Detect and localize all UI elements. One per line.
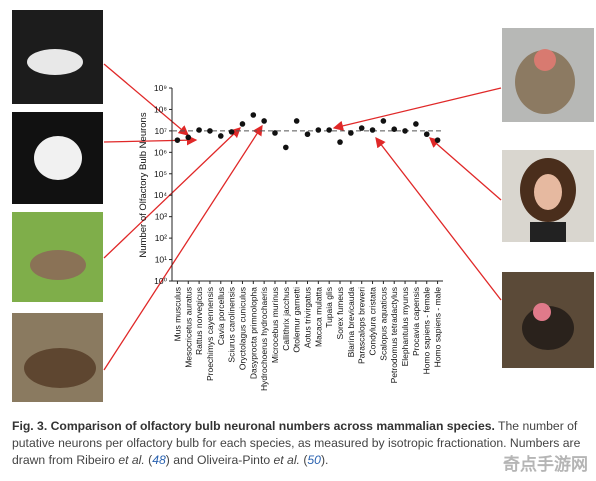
point bbox=[261, 118, 267, 124]
x-tick-label: Condylura cristata bbox=[368, 287, 378, 356]
x-tick-label: Parascalops breweri bbox=[357, 287, 367, 364]
point bbox=[250, 112, 257, 118]
caption-part: ( bbox=[299, 453, 308, 467]
caption: Fig. 3. Comparison of olfactory bulb neu… bbox=[12, 418, 588, 469]
point bbox=[293, 118, 300, 124]
point bbox=[413, 121, 419, 127]
caption-part: ) and Oliveira-Pinto bbox=[165, 453, 274, 467]
x-tick-label: Elephantulus myurus bbox=[400, 287, 410, 366]
x-tick-label: Sorex fumeus bbox=[335, 287, 345, 339]
monkey-face bbox=[534, 49, 556, 71]
point bbox=[304, 131, 311, 138]
arrow bbox=[103, 124, 263, 371]
x-tick-label: Microcebus murinus bbox=[270, 287, 280, 363]
mouse-body bbox=[27, 49, 83, 75]
arrow bbox=[103, 63, 189, 136]
caption-part: et al. bbox=[118, 453, 145, 467]
point bbox=[207, 128, 213, 134]
watermark: 奇点手游网 bbox=[503, 455, 588, 474]
point bbox=[174, 137, 181, 143]
caption-part: The number of putative neurons per olfac… bbox=[12, 419, 581, 467]
point bbox=[239, 121, 246, 127]
woman-face bbox=[534, 174, 562, 210]
rabbit-body bbox=[30, 250, 86, 280]
point bbox=[326, 127, 332, 133]
x-tick-label: Petrodomus tetradactylus bbox=[389, 287, 399, 383]
arrow bbox=[332, 87, 502, 131]
y-axis-label: Number of Olfactory Bulb Neurons bbox=[138, 112, 149, 257]
mole-nose bbox=[533, 303, 551, 321]
rat-body bbox=[34, 136, 82, 180]
x-tick-label: Homo sapiens - male bbox=[433, 287, 443, 368]
x-tick-label: Aotus trivirgatus bbox=[303, 287, 313, 348]
y-tick-label: 10⁰ bbox=[154, 276, 167, 286]
y-tick-label: 10⁸ bbox=[154, 104, 167, 114]
x-tick-label: Mus musculus bbox=[172, 287, 182, 341]
point bbox=[402, 128, 408, 134]
woman-clothes bbox=[530, 222, 566, 242]
x-tick-label: Otolemur garnetti bbox=[292, 287, 302, 353]
point bbox=[217, 133, 224, 139]
point bbox=[369, 127, 376, 133]
figure: Number of Olfactory Bulb Neurons 10⁰ 10¹ 1… bbox=[12, 10, 594, 402]
y-tick-label: 10⁷ bbox=[154, 126, 167, 136]
caption-part: 50 bbox=[307, 453, 321, 467]
y-tick-label: 10⁴ bbox=[154, 190, 167, 200]
point bbox=[434, 137, 441, 143]
point bbox=[380, 118, 387, 124]
x-tick-label: Rattus norvegicus bbox=[194, 287, 204, 355]
x-tick-label: Homo sapiens - female bbox=[422, 287, 432, 375]
point bbox=[228, 129, 235, 135]
x-tick-label: Hydrochoerus hydrochaeris bbox=[259, 287, 269, 391]
caption-part: Fig. 3. Comparison of olfactory bulb neu… bbox=[12, 419, 495, 433]
x-tick-label: Proechimys cayennensis bbox=[205, 287, 215, 381]
y-tick-label: 10⁹ bbox=[154, 83, 167, 93]
arrows bbox=[103, 63, 502, 371]
caption-part: ). bbox=[320, 453, 329, 467]
point bbox=[423, 131, 430, 138]
caption-part: et al. bbox=[273, 453, 300, 467]
x-tick-label: Scalopus aquaticus bbox=[378, 287, 388, 361]
point bbox=[272, 130, 278, 136]
x-tick-label: Cavia porcellus bbox=[216, 287, 226, 345]
point bbox=[315, 127, 322, 133]
monkey-body bbox=[515, 50, 575, 114]
x-tick-label: Macaca mulatta bbox=[313, 287, 323, 347]
point bbox=[185, 134, 192, 141]
point bbox=[391, 126, 398, 132]
y-tick-label: 10² bbox=[155, 233, 167, 243]
y-tick-label: 10⁵ bbox=[154, 169, 167, 179]
y-tick-label: 10⁶ bbox=[154, 147, 167, 157]
x-tick-label: Tupaia glis bbox=[324, 287, 334, 328]
x-tick-label: Blarina brevicauda bbox=[346, 287, 356, 358]
point bbox=[358, 125, 365, 131]
x-tick-label: Dasyprocta primnolopha bbox=[248, 287, 258, 379]
arrow bbox=[429, 137, 502, 201]
capybara-body bbox=[24, 348, 96, 388]
point bbox=[196, 127, 202, 133]
x-tick-label: Oryctolagus cuniculus bbox=[237, 287, 247, 370]
photos bbox=[12, 10, 594, 402]
point bbox=[283, 144, 289, 151]
caption-part: ( bbox=[144, 453, 153, 467]
point bbox=[348, 130, 354, 136]
x-tick-label: Procavia capensis bbox=[411, 287, 421, 356]
x-tick-label: Callithrix jacchus bbox=[281, 287, 291, 351]
x-tick-label: Sciurus carolinensis bbox=[227, 287, 237, 363]
x-tick-label: Mesocricetus auratus bbox=[183, 287, 193, 368]
y-tick-label: 10¹ bbox=[155, 255, 167, 265]
y-tick-label: 10³ bbox=[155, 212, 167, 222]
caption-part: 48 bbox=[152, 453, 166, 467]
arrow bbox=[103, 134, 198, 146]
point bbox=[337, 139, 343, 145]
arrow bbox=[375, 136, 502, 301]
